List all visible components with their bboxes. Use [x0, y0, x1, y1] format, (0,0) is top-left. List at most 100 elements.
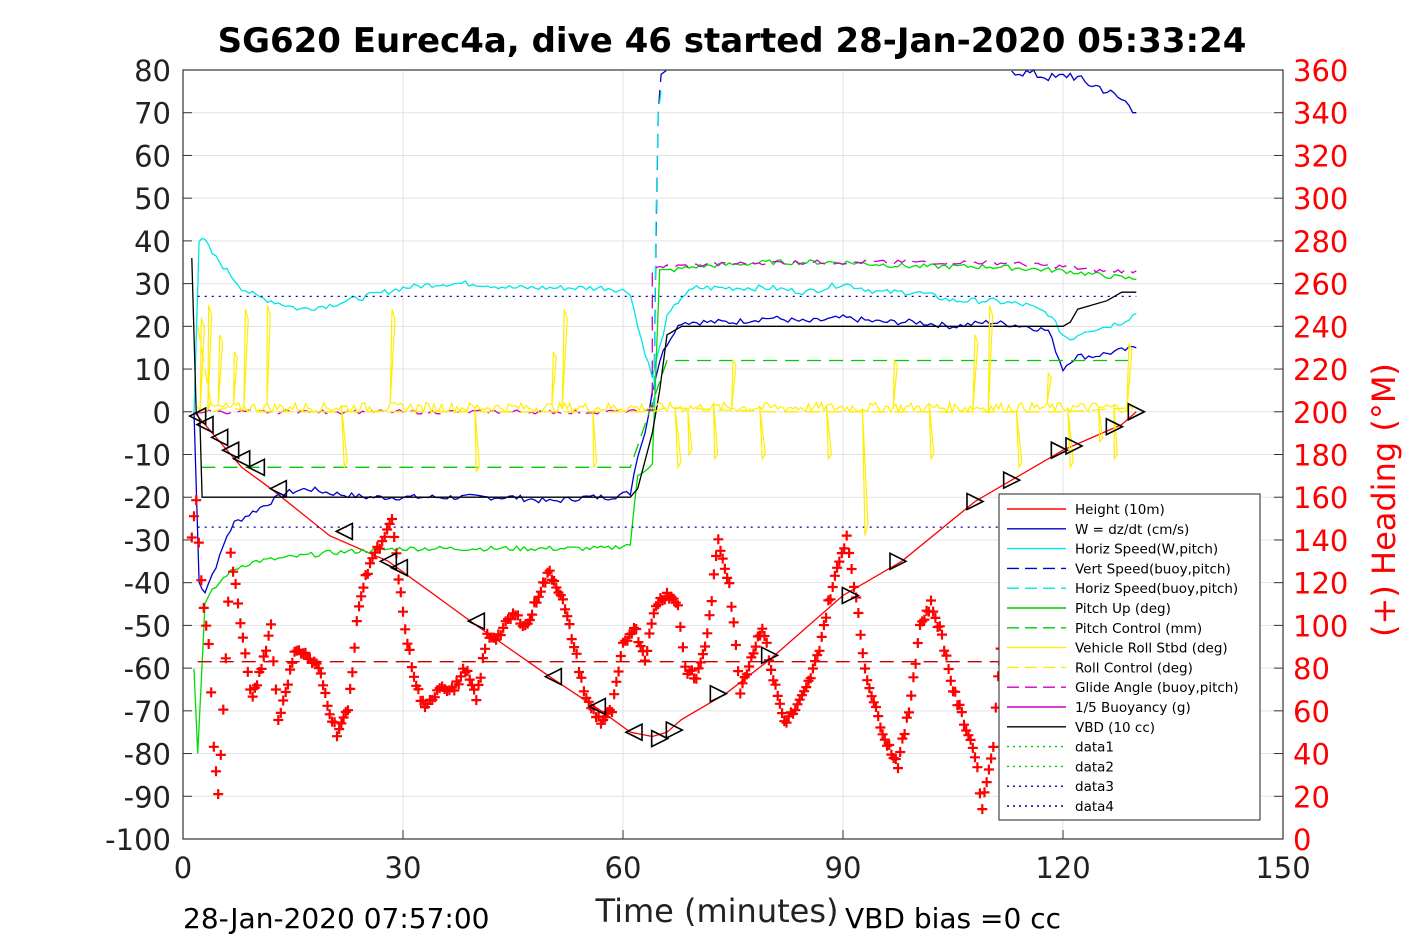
footer-timestamp: 28-Jan-2020 07:57:00 [183, 902, 489, 935]
heading-point [208, 741, 219, 752]
heading-point [495, 630, 506, 641]
heading-point [761, 637, 772, 648]
right-tick-label: 60 [1293, 695, 1330, 729]
depth-markers [187, 402, 1147, 748]
heading-point [844, 548, 855, 558]
right-tick-label: 300 [1293, 182, 1348, 216]
heading-point [233, 598, 243, 609]
heading-point [213, 789, 224, 800]
series-pitch_control [201, 359, 1137, 468]
depth-marker [1127, 402, 1147, 422]
heading-point [409, 671, 419, 682]
heading-point [196, 575, 207, 586]
heading-point [648, 608, 659, 619]
heading-point [564, 619, 575, 630]
heading-point [358, 582, 369, 593]
heading-point [569, 642, 580, 653]
left-tick-label: 30 [134, 268, 171, 302]
heading-point [673, 600, 683, 611]
heading-point [533, 591, 544, 602]
heading-point [374, 543, 385, 554]
heading-point [899, 729, 910, 739]
heading-point [544, 565, 555, 576]
heading-point [728, 617, 739, 628]
heading-point [733, 666, 744, 677]
depth-marker [841, 586, 861, 605]
heading-point [693, 663, 704, 674]
heading-point [285, 664, 296, 675]
depth-marker [389, 558, 409, 578]
heading-point [691, 673, 702, 684]
heading-point [904, 707, 914, 718]
left-tick-label: -10 [124, 439, 171, 473]
heading-point [810, 656, 821, 667]
right-tick-label: 320 [1293, 139, 1348, 173]
heading-point [273, 715, 284, 725]
heading-point [311, 658, 322, 669]
heading-point [607, 707, 617, 718]
heading-point [237, 632, 248, 643]
heading-point [332, 731, 342, 742]
heading-point [790, 705, 801, 716]
heading-point [191, 495, 202, 506]
heading-point [300, 647, 311, 658]
x-tick-label: 120 [1035, 851, 1090, 885]
heading-point [382, 524, 393, 535]
heading-point [979, 787, 990, 798]
heading-point [400, 624, 411, 635]
heading-point [875, 722, 886, 733]
heading-point [230, 578, 241, 589]
heading-point [345, 683, 356, 694]
heading-point [726, 601, 737, 612]
heading-point [367, 553, 378, 564]
heading-point [389, 532, 400, 542]
heading-point [524, 615, 535, 626]
heading-point [576, 672, 587, 683]
right-tick-label: 40 [1293, 738, 1330, 772]
left-tick-label: -100 [105, 823, 171, 857]
heading-point [318, 680, 329, 691]
heading-point [934, 621, 945, 632]
heading-point [748, 648, 759, 659]
roll-series [197, 304, 1135, 536]
heading-point [895, 747, 906, 757]
legend-label: data3 [1075, 779, 1114, 795]
heading-point [228, 566, 239, 577]
series-horiz [193, 237, 1137, 414]
heading-point [873, 711, 884, 722]
heading-point [868, 697, 879, 708]
heading-point [864, 683, 875, 694]
heading-point [930, 612, 941, 623]
heading-point [770, 679, 781, 690]
right-tick-label: 360 [1293, 54, 1348, 88]
heading-point [280, 687, 291, 697]
legend-label: Vert Speed(buoy,pitch) [1075, 561, 1231, 577]
legend-label: Pitch Up (deg) [1075, 601, 1171, 617]
left-tick-label: -70 [124, 695, 171, 729]
right-tick-label: 100 [1293, 609, 1348, 643]
heading-point [893, 763, 903, 774]
heading-point [256, 663, 267, 674]
heading-point [950, 686, 961, 697]
heading-point [959, 719, 969, 730]
right-tick-label: 20 [1293, 780, 1330, 814]
heading-point [557, 594, 568, 605]
heading-point [757, 623, 768, 634]
heading-point [722, 572, 733, 583]
heading-point [453, 679, 464, 690]
heading-point [759, 631, 770, 641]
heading-point [945, 675, 956, 686]
heading-point [535, 586, 546, 597]
legend-label: data4 [1075, 799, 1114, 815]
series-pitch [193, 259, 1137, 754]
heading-point [379, 531, 390, 542]
right-tick-label: 200 [1293, 396, 1348, 430]
heading-point [853, 608, 864, 618]
heading-point [218, 704, 229, 715]
heading-point [270, 684, 281, 695]
x-tick-label: 60 [605, 851, 642, 885]
right-tick-label: 160 [1293, 481, 1348, 515]
legend-label: VBD (10 cc) [1075, 720, 1155, 736]
heading-point [910, 658, 921, 669]
right-tick-label: 120 [1293, 567, 1348, 601]
